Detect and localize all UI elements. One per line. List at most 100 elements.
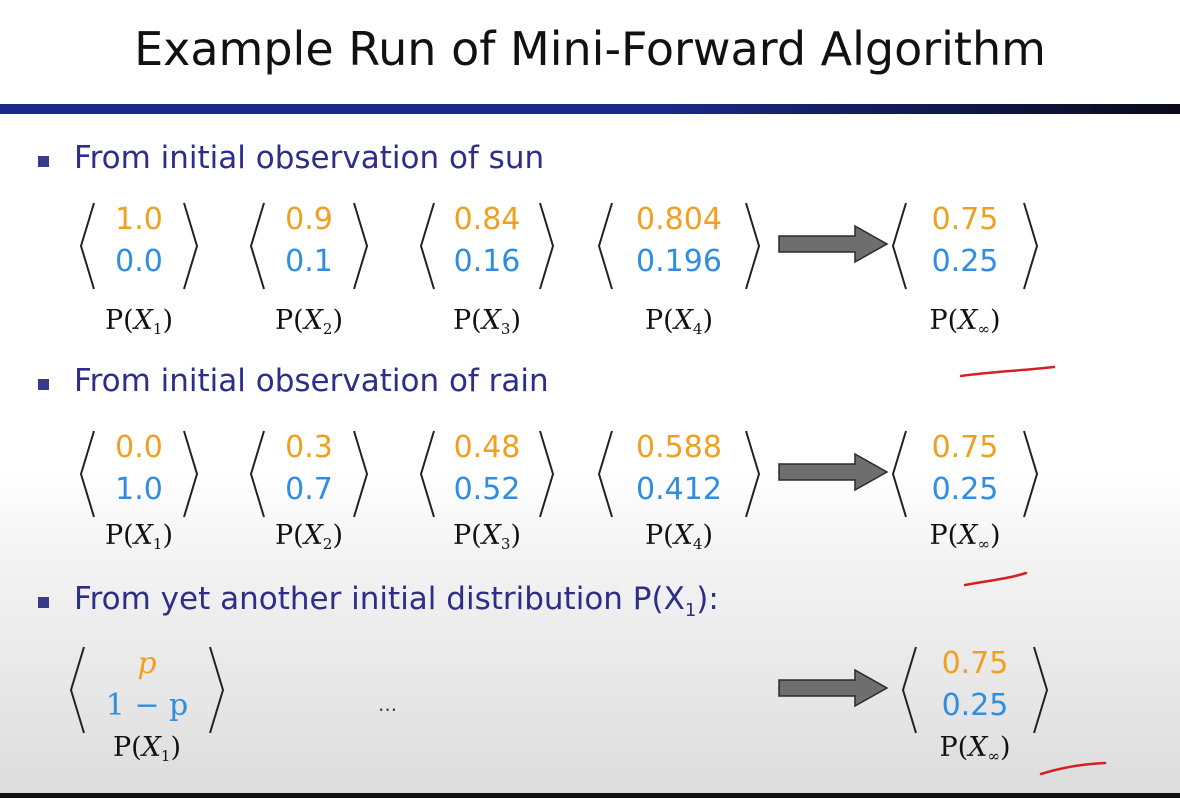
bullet-text-suffix: ):: [696, 581, 719, 617]
label-subscript: 3: [500, 320, 511, 338]
left-angle-bracket: [597, 430, 613, 518]
label-prefix: P(: [104, 520, 134, 551]
bullet-marker: [38, 379, 49, 390]
right-angle-bracket: [353, 430, 369, 518]
left-angle-bracket: [901, 646, 917, 734]
probability-vector: 0.0 1.0: [78, 428, 200, 520]
vector-bottom-value: 0.25: [931, 472, 999, 507]
distribution-label: P(X2): [269, 305, 349, 338]
label-prefix: P(: [112, 732, 142, 763]
probability-vector: 0.588 0.412: [596, 428, 762, 520]
distribution-label: P(X∞): [935, 732, 1015, 765]
vector-bottom-value: 0.25: [931, 244, 999, 279]
right-angle-bracket: [183, 202, 199, 290]
label-subscript: 4: [692, 320, 703, 338]
label-subscript: 1: [152, 320, 163, 338]
vector-top-value: 0.75: [931, 202, 999, 237]
label-suffix: ): [332, 520, 344, 551]
probability-vector: 0.9 0.1: [248, 200, 370, 292]
bullet-marker: [38, 156, 49, 167]
left-angle-bracket: [891, 202, 907, 290]
vector-bottom-value: 0.1: [285, 244, 333, 279]
label-suffix: ): [332, 305, 344, 336]
label-variable: X: [673, 305, 693, 336]
label-subscript: 1: [152, 535, 163, 553]
label-prefix: P(: [929, 520, 959, 551]
probability-vector: 0.804 0.196: [596, 200, 762, 292]
label-subscript: 2: [322, 535, 333, 553]
vector-bottom-value: 0.0: [115, 244, 163, 279]
label-subscript: 1: [160, 747, 171, 765]
vector-top-value: 0.75: [941, 646, 1009, 681]
left-angle-bracket: [249, 430, 265, 518]
label-variable: X: [303, 305, 323, 336]
vector-top-value: 1.0: [115, 202, 163, 237]
bullet-text-prefix: From yet another initial distribution P(…: [74, 581, 685, 617]
ellipsis: ...: [378, 692, 398, 716]
right-angle-bracket: [1033, 646, 1049, 734]
label-subscript: 3: [500, 535, 511, 553]
label-prefix: P(: [452, 520, 482, 551]
probability-vector: 1.0 0.0: [78, 200, 200, 292]
left-angle-bracket: [419, 202, 435, 290]
label-suffix: ): [170, 732, 182, 763]
bullet-text-other: From yet another initial distribution P(…: [74, 581, 719, 621]
probability-vector: p 1 − p: [68, 644, 226, 736]
probability-vector: 0.3 0.7: [248, 428, 370, 520]
right-arrow-icon: [778, 224, 889, 264]
label-variable: X: [673, 520, 693, 551]
label-variable: X: [958, 520, 978, 551]
vector-top-value: 0.48: [453, 430, 521, 465]
vector-bottom-value: 0.412: [636, 472, 722, 507]
vector-bottom-value: 0.7: [285, 472, 333, 507]
vector-bottom-value: 1.0: [115, 472, 163, 507]
right-angle-bracket: [1023, 202, 1039, 290]
right-angle-bracket: [1023, 430, 1039, 518]
annotation-mark: [959, 365, 1056, 378]
label-subscript: ∞: [977, 535, 990, 553]
distribution-label: P(X1): [107, 732, 187, 765]
annotation-mark: [1039, 761, 1107, 776]
label-suffix: ): [162, 305, 174, 336]
vector-top-value: 0.75: [931, 430, 999, 465]
left-angle-bracket: [249, 202, 265, 290]
label-subscript: ∞: [977, 320, 990, 338]
label-subscript: ∞: [987, 747, 1000, 765]
right-angle-bracket: [539, 430, 555, 518]
vector-top-value: 0.588: [636, 430, 722, 465]
label-suffix: ): [989, 520, 1001, 551]
vector-bottom-value: 0.52: [453, 472, 521, 507]
distribution-label: P(X4): [639, 520, 719, 553]
distribution-label: P(X3): [447, 520, 527, 553]
left-angle-bracket: [419, 430, 435, 518]
bullet-marker: [38, 597, 49, 608]
distribution-label: P(X1): [99, 305, 179, 338]
label-subscript: 4: [692, 535, 703, 553]
label-subscript: 2: [322, 320, 333, 338]
probability-vector: 0.48 0.52: [418, 428, 556, 520]
distribution-label: P(X3): [447, 305, 527, 338]
label-suffix: ): [999, 732, 1011, 763]
bullet-text-sub: 1: [684, 600, 697, 622]
probability-vector: 0.75 0.25: [900, 644, 1050, 736]
right-angle-bracket: [353, 202, 369, 290]
right-angle-bracket: [209, 646, 225, 734]
distribution-label: P(X1): [99, 520, 179, 553]
probability-vector: 0.75 0.25: [890, 428, 1040, 520]
label-suffix: ): [162, 520, 174, 551]
distribution-label: P(X4): [639, 305, 719, 338]
probability-vector: 0.84 0.16: [418, 200, 556, 292]
label-suffix: ): [510, 305, 522, 336]
label-suffix: ): [510, 520, 522, 551]
label-variable: X: [481, 520, 501, 551]
right-arrow-icon: [778, 668, 889, 708]
label-prefix: P(: [274, 305, 304, 336]
label-variable: X: [958, 305, 978, 336]
vector-bottom-value: 1 − p: [105, 688, 189, 723]
distribution-label: P(X∞): [925, 305, 1005, 338]
right-angle-bracket: [539, 202, 555, 290]
bullet-text-rain: From initial observation of rain: [74, 363, 549, 399]
left-angle-bracket: [79, 202, 95, 290]
vector-top-value: 0.3: [285, 430, 333, 465]
label-prefix: P(: [644, 305, 674, 336]
